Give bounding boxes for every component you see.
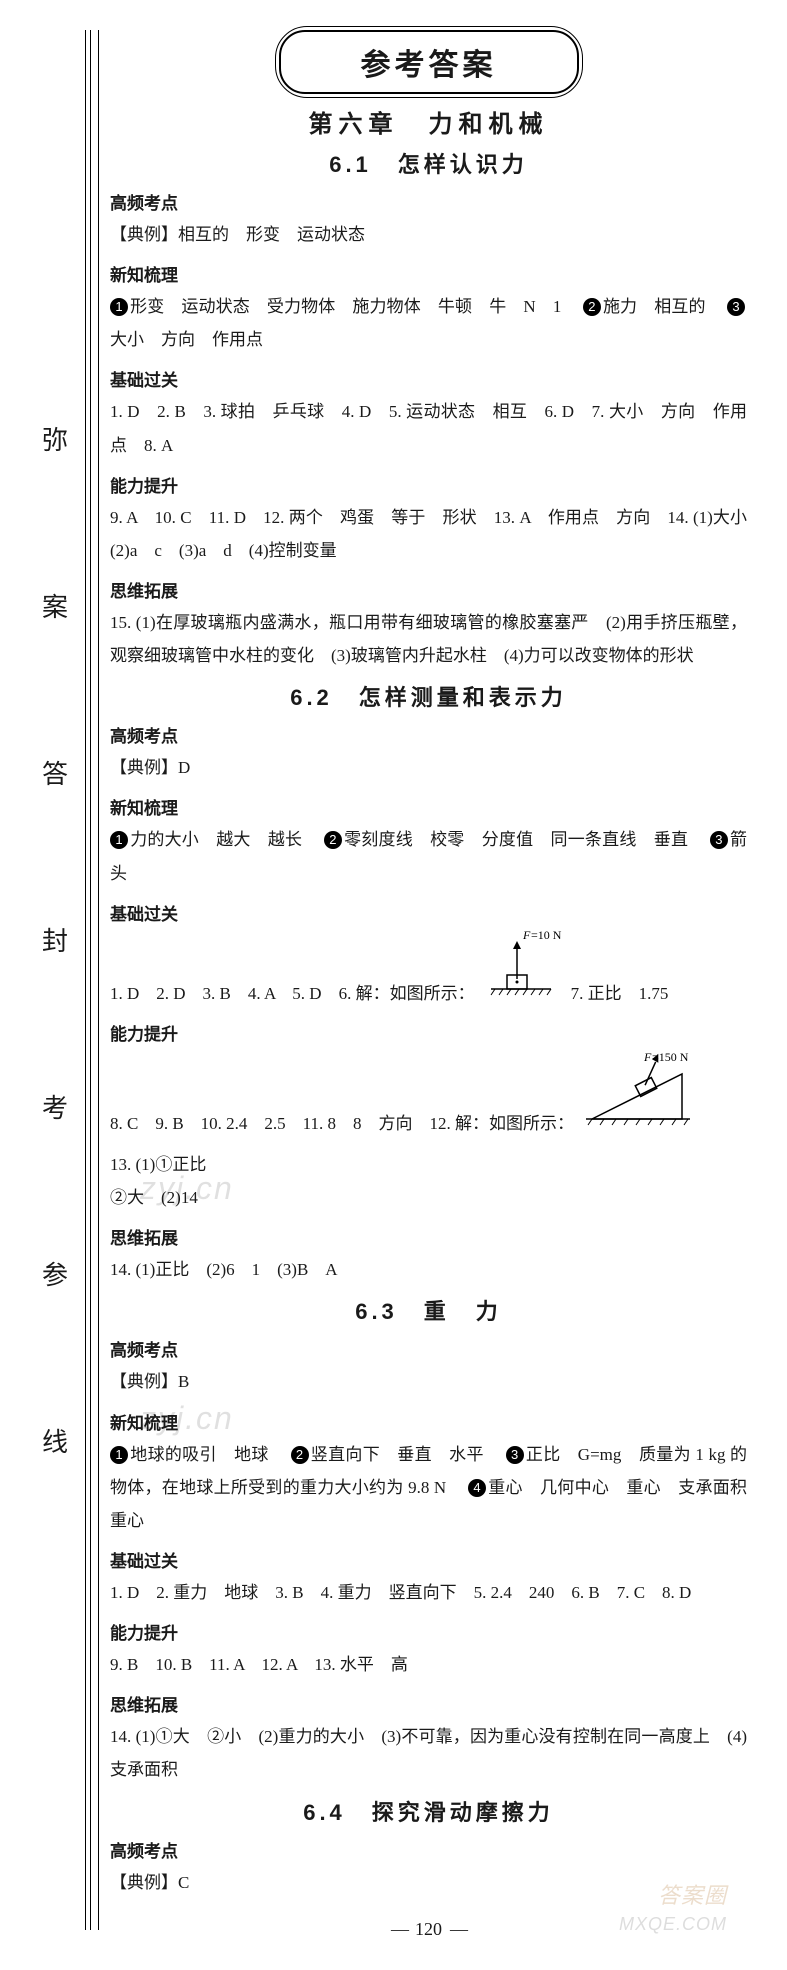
margin-label: 线 <box>40 1422 70 1459</box>
num-icon: 4 <box>468 1479 486 1497</box>
jcgg-6-2: 1. D 2. D 3. B 4. A 5. D 6. 解：如图所示： F =1… <box>110 929 747 1010</box>
num-icon: 2 <box>291 1446 309 1464</box>
force-diagram-incline: F =150 N <box>582 1049 702 1140</box>
chapter-title: 第六章 力和机械 <box>110 104 747 139</box>
heading-gpkd: 高频考点 <box>110 1336 747 1361</box>
diagram-label: F <box>643 1050 652 1064</box>
dianli-6-4: 【典例】C <box>110 1866 747 1899</box>
swtz-6-3: 14. (1)①大 ②小 (2)重力的大小 (3)不可靠，因为重心没有控制在同一… <box>110 1720 747 1786</box>
heading-xzsl: 新知梳理 <box>110 261 747 286</box>
diagram-label: =10 N <box>531 929 562 942</box>
dianli-6-1: 【典例】相互的 形变 运动状态 <box>110 218 747 251</box>
swtz-6-2: 14. (1)正比 (2)6 1 (3)B A <box>110 1253 747 1286</box>
xzsl-6-1: 1形变 运动状态 受力物体 施力物体 牛顿 牛 N 1 2施力 相互的 3大小 … <box>110 290 747 356</box>
num-icon: 3 <box>710 831 728 849</box>
page-number: 120 <box>110 1919 747 1940</box>
margin-label: 弥 <box>40 420 70 457</box>
num-icon: 2 <box>324 831 342 849</box>
xzsl-6-2: 1力的大小 越大 越长 2零刻度线 校零 分度值 同一条直线 垂直 3箭头 <box>110 823 747 889</box>
dianli-6-3: 【典例】B <box>110 1365 747 1398</box>
margin-label: 答 <box>40 754 70 791</box>
heading-xzsl: 新知梳理 <box>110 794 747 819</box>
nlts-6-2-cont: ②大 (2)14 <box>110 1181 747 1214</box>
title-banner: 参考答案 <box>279 30 579 94</box>
margin-label: 案 <box>40 587 70 624</box>
heading-nlts: 能力提升 <box>110 472 747 497</box>
margin-rule <box>85 30 99 1930</box>
section-title-6-3: 6.3 重 力 <box>110 1294 747 1326</box>
diagram-label: F <box>522 929 531 942</box>
page: 弥 案 答 封 考 参 线 参考答案 第六章 力和机械 6.1 怎样认识力 高频… <box>0 0 787 1970</box>
dianli-6-2: 【典例】D <box>110 751 747 784</box>
num-icon: 1 <box>110 831 128 849</box>
jcgg-6-3: 1. D 2. 重力 地球 3. B 4. 重力 竖直向下 5. 2.4 240… <box>110 1576 747 1609</box>
heading-swtz: 思维拓展 <box>110 1224 747 1249</box>
heading-jcgg: 基础过关 <box>110 366 747 391</box>
section-title-6-2: 6.2 怎样测量和表示力 <box>110 680 747 712</box>
nlts-6-2: 8. C 9. B 10. 2.4 2.5 11. 8 8 方向 12. 解：如… <box>110 1049 747 1181</box>
heading-gpkd: 高频考点 <box>110 722 747 747</box>
heading-swtz: 思维拓展 <box>110 577 747 602</box>
nlts-6-3: 9. B 10. B 11. A 12. A 13. 水平 高 <box>110 1648 747 1681</box>
num-icon: 1 <box>110 1446 128 1464</box>
nlts-6-1: 9. A 10. C 11. D 12. 两个 鸡蛋 等于 形状 13. A 作… <box>110 501 747 567</box>
swtz-6-1: 15. (1)在厚玻璃瓶内盛满水，瓶口用带有细玻璃管的橡胶塞塞严 (2)用手挤压… <box>110 606 747 672</box>
num-icon: 3 <box>506 1446 524 1464</box>
section-title-6-4: 6.4 探究滑动摩擦力 <box>110 1795 747 1827</box>
margin-label: 参 <box>40 1255 70 1292</box>
heading-gpkd: 高频考点 <box>110 1837 747 1862</box>
num-icon: 3 <box>727 298 745 316</box>
heading-gpkd: 高频考点 <box>110 189 747 214</box>
jcgg-6-1: 1. D 2. B 3. 球拍 乒乓球 4. D 5. 运动状态 相互 6. D… <box>110 395 747 461</box>
section-title-6-1: 6.1 怎样认识力 <box>110 147 747 179</box>
margin-label: 封 <box>40 921 70 958</box>
xzsl-6-3: 1地球的吸引 地球 2竖直向下 垂直 水平 3正比 G=mg 质量为 1 kg … <box>110 1438 747 1537</box>
num-icon: 2 <box>583 298 601 316</box>
margin-labels: 弥 案 答 封 考 参 线 <box>40 420 70 1589</box>
heading-xzsl: 新知梳理 <box>110 1409 747 1434</box>
heading-swtz: 思维拓展 <box>110 1691 747 1716</box>
num-icon: 1 <box>110 298 128 316</box>
heading-jcgg: 基础过关 <box>110 900 747 925</box>
heading-nlts: 能力提升 <box>110 1020 747 1045</box>
force-diagram-vertical: F =10 N <box>483 929 563 1010</box>
heading-nlts: 能力提升 <box>110 1619 747 1644</box>
margin-label: 考 <box>40 1088 70 1125</box>
heading-jcgg: 基础过关 <box>110 1547 747 1572</box>
